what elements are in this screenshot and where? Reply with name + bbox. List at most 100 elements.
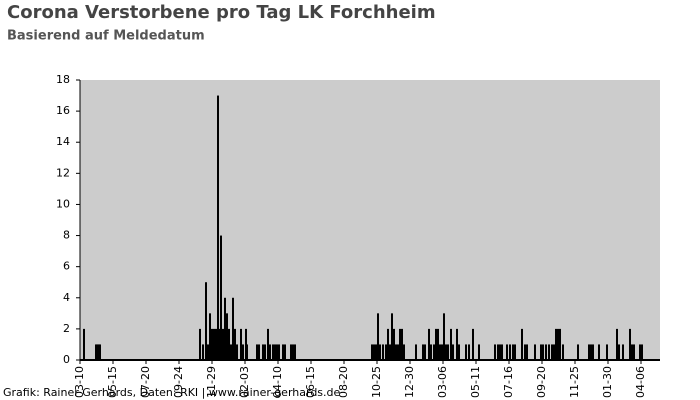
chart-title: Corona Verstorbene pro Tag LK Forchheim xyxy=(7,2,436,23)
bar xyxy=(213,328,215,360)
plot-background xyxy=(80,80,660,360)
bar xyxy=(526,344,528,360)
bar xyxy=(371,344,373,360)
bar xyxy=(224,297,226,360)
bar xyxy=(375,344,377,360)
bar xyxy=(379,344,381,360)
bar xyxy=(439,344,441,360)
chart-subtitle: Basierend auf Meldedatum xyxy=(7,29,205,44)
bar xyxy=(246,344,248,360)
bar xyxy=(494,344,496,360)
y-tick-label: 8 xyxy=(63,229,70,242)
bar xyxy=(202,344,204,360)
bar xyxy=(633,344,635,360)
x-tick-label: 04-06 xyxy=(634,366,647,398)
bar xyxy=(403,344,405,360)
bar xyxy=(393,328,395,360)
bar xyxy=(264,344,266,360)
x-tick-label: 05-11 xyxy=(469,366,482,398)
bar xyxy=(577,344,579,360)
bar xyxy=(499,344,501,360)
y-tick-label: 0 xyxy=(63,353,70,366)
x-tick-label: 07-20 xyxy=(139,366,152,398)
bar xyxy=(588,344,590,360)
bar xyxy=(242,344,244,360)
bar xyxy=(83,328,85,360)
bar xyxy=(226,313,228,360)
footer: Grafik: Rainer Gerhards, Daten: RKI | ww… xyxy=(3,386,341,399)
bar xyxy=(478,344,480,360)
bar xyxy=(236,344,238,360)
y-tick-label: 10 xyxy=(56,197,70,210)
bar xyxy=(465,344,467,360)
bar xyxy=(447,344,449,360)
bar xyxy=(437,328,439,360)
bar xyxy=(430,344,432,360)
bar xyxy=(292,344,294,360)
bar xyxy=(205,282,207,360)
bar xyxy=(230,344,232,360)
y-tick-label: 18 xyxy=(56,73,70,86)
x-tick-label: 07-16 xyxy=(502,366,515,398)
bar xyxy=(401,328,403,360)
bar xyxy=(501,344,503,360)
bar xyxy=(433,344,435,360)
bar xyxy=(616,328,618,360)
bar xyxy=(211,328,213,360)
bar xyxy=(395,344,397,360)
y-tick-label: 12 xyxy=(56,166,70,179)
bar xyxy=(415,344,417,360)
bar xyxy=(385,344,387,360)
bar xyxy=(542,344,544,360)
bar xyxy=(240,328,242,360)
x-tick-label: 11-29 xyxy=(205,366,218,398)
bar xyxy=(555,328,557,360)
bar xyxy=(209,313,211,360)
bar xyxy=(452,344,454,360)
x-tick-label: 04-10 xyxy=(271,366,284,398)
bar xyxy=(445,344,447,360)
bar xyxy=(509,344,511,360)
x-tick-label: 03-06 xyxy=(436,366,449,398)
bar xyxy=(424,344,426,360)
bar xyxy=(377,313,379,360)
bar xyxy=(428,328,430,360)
bar xyxy=(456,328,458,360)
bar xyxy=(450,328,452,360)
bar xyxy=(506,344,508,360)
bar xyxy=(207,344,209,360)
bar xyxy=(294,344,296,360)
bar xyxy=(282,344,284,360)
y-tick-label: 14 xyxy=(56,135,70,148)
x-tick-label: 01-30 xyxy=(601,366,614,398)
bar xyxy=(228,328,230,360)
x-tick-label: 10-25 xyxy=(370,366,383,398)
bar xyxy=(284,344,286,360)
bar xyxy=(387,328,389,360)
x-tick-label: 06-15 xyxy=(304,366,317,398)
bar xyxy=(631,344,633,360)
bar xyxy=(545,344,547,360)
bar xyxy=(443,313,445,360)
bar xyxy=(622,344,624,360)
bar xyxy=(559,328,561,360)
x-tick-label: 11-25 xyxy=(568,366,581,398)
bar xyxy=(290,344,292,360)
bar xyxy=(639,344,641,360)
y-tick-label: 4 xyxy=(63,291,70,304)
x-tick-label: 05-15 xyxy=(106,366,119,398)
bar xyxy=(551,344,553,360)
bar xyxy=(217,95,219,361)
x-tick-label: 12-30 xyxy=(403,366,416,398)
bar xyxy=(276,344,278,360)
bar xyxy=(269,344,271,360)
x-tick-label: 09-24 xyxy=(172,366,185,398)
bar xyxy=(222,328,224,360)
x-tick-label: 09-20 xyxy=(535,366,548,398)
bar xyxy=(262,344,264,360)
bar xyxy=(606,344,608,360)
bar xyxy=(524,344,526,360)
bar xyxy=(497,344,499,360)
x-tick-label: 03-10 xyxy=(73,366,86,398)
